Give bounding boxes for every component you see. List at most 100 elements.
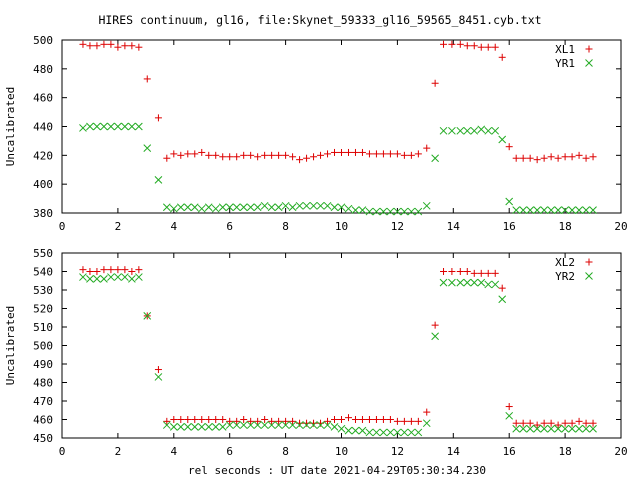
x-tick-label: 2 [115,220,122,233]
data-point [554,154,562,162]
data-point [477,269,485,277]
data-point [589,153,597,161]
data-point [114,273,122,281]
data-point [198,148,206,156]
data-point [128,268,136,275]
y-tick-label: 500 [33,34,53,47]
data-point [386,150,394,158]
data-point [177,416,185,423]
data-point [351,416,359,423]
data-point [477,125,486,134]
data-point [423,408,431,416]
y-axis-label: Uncalibrated [4,87,17,166]
data-point [232,203,241,212]
data-point [212,416,220,423]
data-point [177,151,185,159]
data-point [526,206,535,214]
data-point [519,424,528,433]
data-point [505,197,514,206]
data-point [295,201,304,210]
data-point [225,421,234,429]
data-point [121,273,129,281]
data-point [407,207,416,216]
y-tick-label: 480 [33,63,53,76]
data-point [358,148,366,156]
x-tick-label: 18 [558,445,571,458]
data-point [163,154,171,162]
data-point [135,122,143,131]
x-tick-label: 4 [170,445,177,458]
data-point [219,416,227,423]
series-xl2 [79,266,597,429]
data-point [331,148,339,156]
data-point [440,268,448,275]
data-point [414,207,423,216]
x-tick-label: 14 [447,445,461,458]
data-point [197,204,206,213]
data-point [218,423,227,431]
data-point [246,421,255,429]
data-point [414,428,423,437]
data-point [547,424,555,433]
data-point [372,428,381,437]
data-point [121,42,129,50]
data-point [309,421,318,429]
x-tick-label: 10 [335,220,348,233]
data-point [296,156,304,164]
data-point [204,423,213,431]
data-point [575,417,583,425]
data-point [121,266,129,274]
y-tick-label: 400 [33,178,53,191]
y-tick-label: 480 [33,377,53,390]
data-point [317,151,325,159]
data-point [568,153,576,161]
data-point [170,150,178,158]
y-tick-label: 460 [33,92,53,105]
data-point [79,266,87,274]
x-tick-label: 18 [558,220,571,233]
data-point [533,156,541,164]
data-point [79,40,87,48]
x-tick-label: 12 [391,220,404,233]
data-point [439,278,448,287]
data-point [86,122,94,131]
data-point [365,428,374,437]
data-point [423,144,431,152]
data-point [400,151,408,159]
data-point [176,423,185,431]
data-point [274,421,283,429]
data-point [211,423,220,431]
data-point [128,275,136,283]
data-point [589,419,597,427]
data-point [456,40,464,48]
y-tick-label: 380 [33,207,53,220]
data-point [561,424,569,433]
data-point [100,266,108,274]
y-tick-label: 450 [33,432,53,445]
data-point [107,122,115,131]
y-tick-label: 500 [33,340,53,353]
data-point [100,40,108,48]
data-point [491,126,500,135]
data-point [93,275,101,283]
data-point [456,278,465,287]
data-point [93,122,101,131]
data-point [225,203,234,212]
data-point [86,275,94,283]
data-point [246,203,255,212]
data-point [561,419,569,427]
plot-frame [61,252,622,439]
data-point [316,201,325,210]
data-point [358,426,367,435]
data-point [422,419,431,428]
data-point [240,151,248,159]
x-axis-label: rel seconds : UT date 2021-04-29T05:30:3… [188,464,486,477]
data-point [260,201,269,210]
data-point [491,269,499,277]
data-point [440,40,448,48]
data-point [498,284,506,292]
data-point [582,419,590,427]
data-point [338,416,345,423]
data-point [205,416,213,423]
